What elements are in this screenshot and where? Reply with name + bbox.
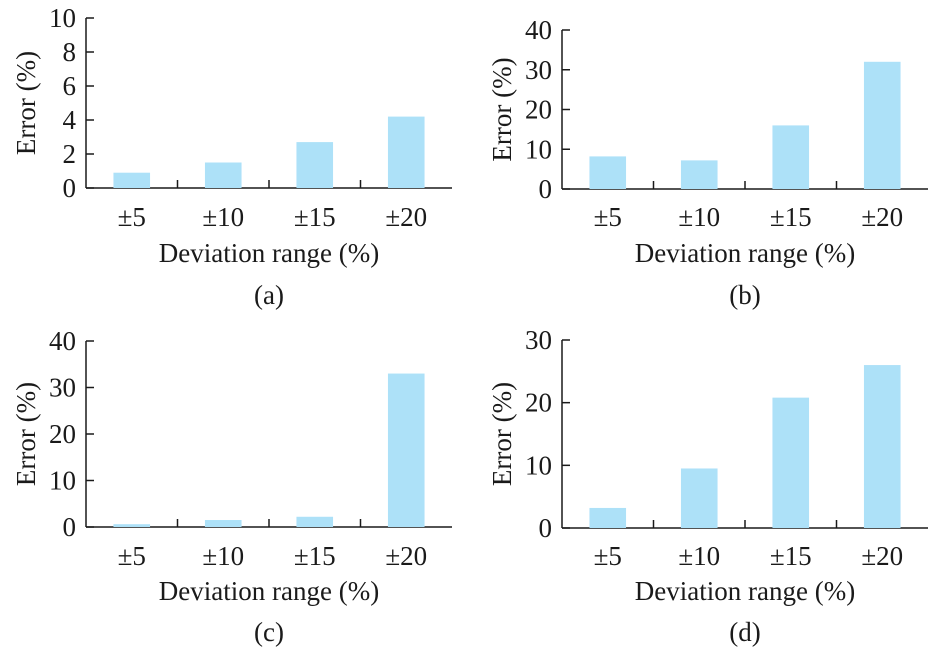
y-tick-label: 10 (525, 450, 552, 480)
bar-2 (772, 397, 810, 528)
y-tick-label: 20 (525, 95, 552, 125)
y-tick-label: 2 (63, 139, 77, 169)
x-axis-title: Deviation range (%) (635, 576, 855, 606)
x-axis-title: Deviation range (%) (159, 576, 379, 606)
bar-2 (296, 516, 334, 527)
y-tick-label: 20 (49, 419, 76, 449)
bar-0 (589, 507, 627, 528)
bar-2 (772, 125, 810, 189)
y-tick-label: 20 (525, 388, 552, 418)
x-tick-label: ±5 (594, 202, 622, 232)
bar-3 (387, 373, 425, 527)
y-tick-label: 30 (49, 373, 76, 403)
y-tick-label: 0 (539, 174, 553, 204)
y-tick-label: 10 (525, 134, 552, 164)
x-tick-label: ±5 (118, 541, 146, 571)
bar-1 (204, 162, 242, 188)
x-tick-label: ±10 (678, 202, 720, 232)
y-axis-title: Error (%) (11, 51, 41, 155)
bar-1 (204, 520, 242, 527)
bar-1 (680, 160, 718, 189)
bar-0 (113, 172, 151, 188)
bar-3 (863, 365, 901, 528)
x-tick-label: ±20 (385, 541, 427, 571)
y-axis-title: Error (%) (487, 57, 517, 161)
y-tick-label: 0 (539, 513, 553, 543)
y-tick-label: 0 (63, 173, 77, 203)
x-tick-label: ±15 (770, 541, 812, 571)
x-tick-label: ±15 (294, 541, 336, 571)
x-tick-label: ±5 (118, 202, 146, 232)
panel-caption: (c) (254, 617, 284, 647)
x-tick-label: ±20 (861, 541, 903, 571)
x-tick-label: ±15 (294, 202, 336, 232)
y-tick-label: 40 (525, 15, 552, 45)
x-axis-title: Deviation range (%) (635, 238, 855, 268)
x-tick-label: ±20 (385, 202, 427, 232)
panel-caption: (a) (254, 280, 284, 310)
bar-3 (387, 116, 425, 188)
x-axis-title: Deviation range (%) (159, 238, 379, 268)
panel-caption: (d) (729, 617, 760, 647)
x-tick-label: ±10 (202, 202, 244, 232)
y-tick-label: 10 (49, 466, 76, 496)
x-tick-label: ±15 (770, 202, 812, 232)
bar-3 (863, 61, 901, 189)
bar-0 (113, 524, 151, 527)
y-tick-label: 30 (525, 55, 552, 85)
bar-1 (680, 468, 718, 528)
y-tick-label: 8 (63, 37, 77, 67)
y-tick-label: 10 (49, 3, 76, 33)
panel-caption: (b) (729, 280, 760, 310)
bar-0 (589, 156, 627, 189)
x-tick-label: ±20 (861, 202, 903, 232)
y-tick-label: 6 (63, 71, 77, 101)
y-tick-label: 40 (49, 326, 76, 356)
x-tick-label: ±10 (678, 541, 720, 571)
y-axis-title: Error (%) (11, 382, 41, 486)
y-tick-label: 4 (63, 105, 77, 135)
y-tick-label: 0 (63, 512, 77, 542)
x-tick-label: ±10 (202, 541, 244, 571)
x-tick-label: ±5 (594, 541, 622, 571)
y-tick-label: 30 (525, 325, 552, 355)
bar-2 (296, 142, 334, 188)
y-axis-title: Error (%) (487, 382, 517, 486)
